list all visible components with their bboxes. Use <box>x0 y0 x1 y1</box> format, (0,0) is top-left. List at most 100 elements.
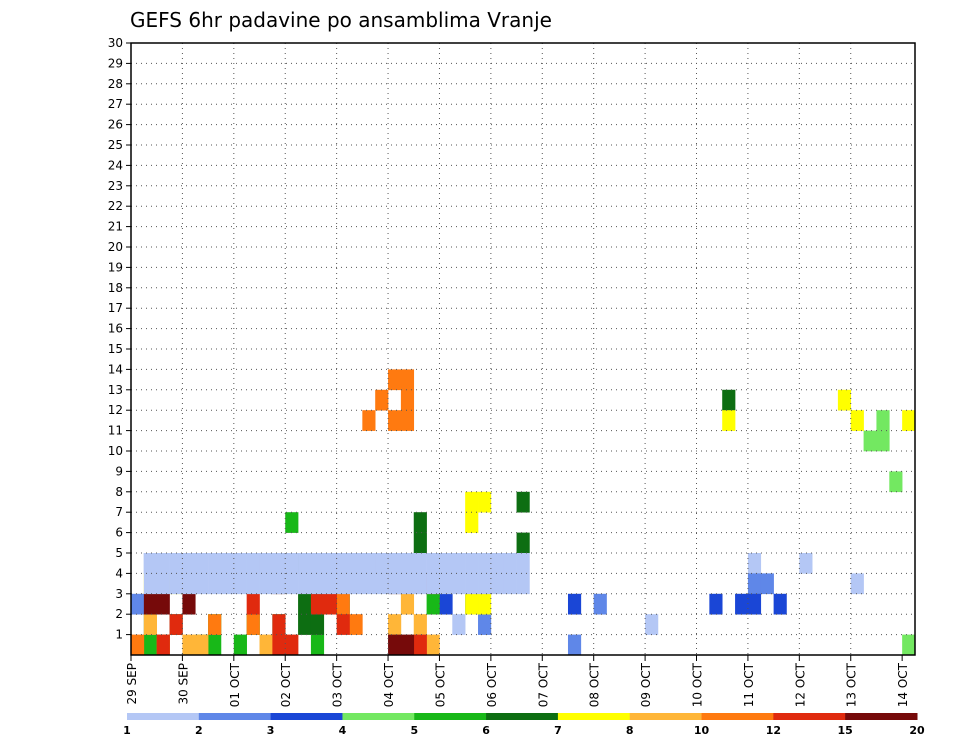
heatmap-cell <box>516 553 530 574</box>
heatmap-cell <box>310 553 325 574</box>
heatmap-cell <box>349 573 363 595</box>
heatmap-cell <box>490 553 505 574</box>
heatmap-cell <box>465 512 479 533</box>
colorbar-swatch <box>845 713 918 720</box>
x-tick-label: 29 SEP <box>125 663 139 705</box>
heatmap-cell <box>182 573 196 595</box>
y-tick-label: 27 <box>108 97 123 111</box>
heatmap-cell <box>413 553 427 574</box>
y-tick-label: 28 <box>108 77 123 91</box>
heatmap-cell <box>208 573 222 595</box>
y-tick-label: 29 <box>108 56 123 70</box>
x-tick-label: 30 SEP <box>176 663 190 705</box>
heatmap-cell <box>375 573 389 595</box>
heatmap-cell <box>272 553 286 574</box>
heatmap-cell <box>336 573 350 595</box>
heatmap-cell <box>349 553 363 574</box>
y-tick-label: 24 <box>108 158 123 172</box>
heatmap-cell <box>349 614 363 635</box>
heatmap-cell <box>478 573 492 595</box>
heatmap-cell <box>876 410 890 431</box>
heatmap-cell <box>182 553 196 574</box>
heatmap-cell <box>503 573 517 595</box>
heatmap-cell <box>336 553 350 574</box>
heatmap-cell <box>375 553 389 574</box>
heatmap-cell <box>246 573 260 595</box>
colorbar-swatch <box>629 713 703 720</box>
heatmap-cell <box>143 553 157 574</box>
heatmap-cells <box>131 369 916 656</box>
heatmap-cell <box>400 369 415 391</box>
colorbar-label: 15 <box>838 724 853 737</box>
x-tick-label: 07 OCT <box>536 662 550 707</box>
heatmap-cell <box>143 614 157 635</box>
heatmap-cell <box>259 634 273 656</box>
heatmap-cell <box>863 430 877 452</box>
heatmap-cell <box>156 553 170 574</box>
heatmap-cell <box>452 614 466 635</box>
heatmap-cell <box>747 593 762 615</box>
colorbar-label: 3 <box>267 724 275 737</box>
x-tick-label: 14 OCT <box>896 662 910 707</box>
y-tick-label: 26 <box>108 118 123 132</box>
heatmap-cell <box>465 491 479 513</box>
heatmap-cell <box>233 553 247 574</box>
heatmap-cell <box>182 634 196 656</box>
colorbar-label: 7 <box>554 724 562 737</box>
heatmap-cell <box>388 553 402 574</box>
heatmap-cell <box>452 553 466 574</box>
colorbar-swatch <box>127 713 200 720</box>
heatmap-cell <box>195 573 209 595</box>
heatmap-cell <box>478 593 492 615</box>
x-tick-label: 02 OCT <box>279 662 293 707</box>
heatmap-cell <box>285 573 299 595</box>
y-tick-label: 13 <box>108 383 123 397</box>
y-tick-label: 14 <box>108 362 123 376</box>
heatmap-cell <box>747 553 762 574</box>
heatmap-cell <box>336 614 350 635</box>
heatmap-cell <box>799 553 813 574</box>
heatmap-cell <box>902 634 916 656</box>
heatmap-cell <box>503 553 517 574</box>
heatmap-cell <box>478 553 492 574</box>
heatmap-cell <box>709 593 723 615</box>
x-tick-label: 05 OCT <box>434 662 448 707</box>
x-tick-label: 09 OCT <box>639 662 653 707</box>
colorbar-label: 12 <box>766 724 781 737</box>
x-tick-label: 11 OCT <box>742 662 756 707</box>
heatmap-cell <box>285 512 299 533</box>
y-tick-label: 2 <box>115 607 123 621</box>
heatmap-cell <box>298 573 312 595</box>
heatmap-cell <box>478 491 492 513</box>
heatmap-cell <box>388 614 402 635</box>
colorbar-swatch <box>773 713 846 720</box>
heatmap-cell <box>362 553 376 574</box>
heatmap-cell <box>362 410 376 431</box>
colorbar-label: 10 <box>694 724 710 737</box>
heatmap-cell <box>169 553 183 574</box>
heatmap-cell <box>490 573 505 595</box>
heatmap-cell <box>567 634 582 656</box>
y-tick-label: 18 <box>108 281 123 295</box>
y-tick-label: 16 <box>108 322 123 336</box>
heatmap-cell <box>131 593 145 615</box>
y-tick-label: 30 <box>108 36 123 50</box>
heatmap-cell <box>310 634 325 656</box>
heatmap-cell <box>773 593 787 615</box>
heatmap-cell <box>220 553 235 574</box>
y-tick-label: 17 <box>108 301 123 315</box>
x-tick-label: 10 OCT <box>691 662 705 707</box>
heatmap-cell <box>400 634 415 656</box>
heatmap-cell <box>246 593 260 615</box>
colorbar-swatch <box>414 713 487 720</box>
heatmap-cell <box>760 573 774 595</box>
heatmap-cell <box>143 593 157 615</box>
colorbar-label: 1 <box>123 724 131 737</box>
heatmap-cell <box>465 573 479 595</box>
heatmap-cell <box>593 593 607 615</box>
heatmap-cell <box>426 573 440 595</box>
heatmap-cell <box>169 614 183 635</box>
heatmap-cell <box>400 593 415 615</box>
heatmap-cell <box>272 634 286 656</box>
heatmap-cell <box>323 593 337 615</box>
